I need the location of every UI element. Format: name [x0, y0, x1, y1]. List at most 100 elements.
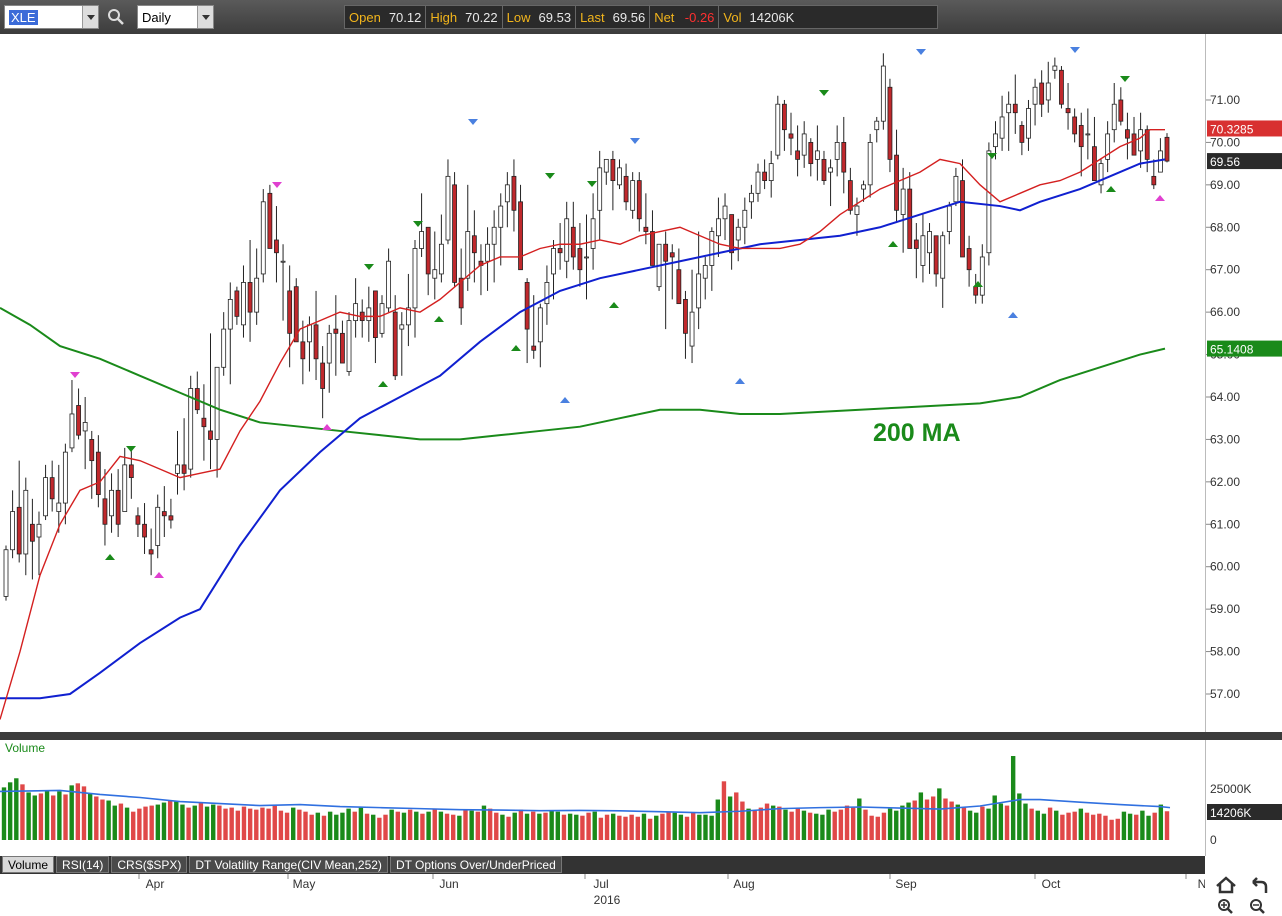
- volume-bar: [875, 816, 880, 840]
- candle: [584, 214, 589, 300]
- x-tick-label: Aug: [733, 877, 754, 891]
- indicator-tabs: Volume RSI(14) CRS($SPX) DT Volatility Rang…: [0, 856, 1205, 874]
- candle: [115, 469, 121, 538]
- candle: [841, 116, 847, 194]
- candle-body: [1045, 82, 1051, 101]
- candle-body: [3, 549, 9, 597]
- symbol-input[interactable]: XLE: [4, 5, 99, 29]
- candle-body: [716, 218, 721, 237]
- pivot-high-marker: [545, 173, 555, 179]
- volume-bar: [444, 813, 450, 840]
- volume-bar: [1041, 813, 1047, 840]
- candle-body: [518, 201, 523, 271]
- volume-bar: [383, 814, 388, 840]
- candle: [683, 290, 688, 359]
- volume-bar: [1127, 813, 1133, 840]
- date-axis[interactable]: Apr May Jun Jul Aug Sep Oct N 2016: [0, 874, 1206, 916]
- candle: [452, 172, 457, 287]
- zoom-in-icon[interactable]: [1218, 899, 1233, 914]
- candle: [940, 231, 946, 308]
- volume-bar: [857, 798, 862, 840]
- candle-body: [544, 282, 550, 305]
- volume-bar: [1164, 811, 1170, 840]
- pivot-high-marker: [819, 90, 829, 96]
- candle-body: [814, 150, 820, 160]
- pivot-low-marker: [322, 424, 332, 430]
- candle-body: [933, 235, 939, 275]
- candle: [458, 248, 464, 325]
- candle-body: [62, 451, 68, 504]
- volume-bar: [826, 809, 831, 840]
- volume-last-label: 14206K: [1210, 806, 1251, 820]
- y-tick-label: 70.00: [1210, 135, 1240, 149]
- panel-splitter[interactable]: [0, 732, 1282, 740]
- candle: [953, 167, 959, 207]
- candle: [10, 490, 15, 559]
- candle: [920, 214, 926, 283]
- volume-bar: [863, 809, 868, 840]
- candle-body: [379, 303, 385, 334]
- pivot-low-marker: [378, 381, 388, 387]
- candle-body: [109, 489, 114, 517]
- volume-bar: [1017, 793, 1022, 840]
- candle-body: [1158, 150, 1163, 173]
- volume-bar: [174, 801, 179, 840]
- candle: [768, 150, 774, 198]
- price-chart-panel[interactable]: 200 MA: [0, 34, 1205, 732]
- candle-body: [1151, 175, 1157, 186]
- volume-panel[interactable]: Volume: [0, 740, 1205, 856]
- high-value: 70.22: [465, 9, 498, 25]
- candle-body: [801, 133, 807, 156]
- net-label: Net: [654, 9, 675, 25]
- search-icon[interactable]: [106, 7, 126, 27]
- nav-corner: [1205, 856, 1282, 916]
- home-icon[interactable]: [1216, 876, 1236, 894]
- candle: [109, 473, 114, 533]
- volume-bar: [198, 802, 204, 840]
- candle-body: [148, 549, 154, 555]
- candle: [821, 150, 827, 185]
- candle: [537, 303, 543, 368]
- candle-body: [333, 328, 339, 334]
- volume-bar: [481, 805, 487, 840]
- candle-body: [946, 205, 952, 232]
- candle: [181, 418, 187, 491]
- pivot-low-marker: [973, 281, 983, 287]
- volume-bar: [247, 808, 253, 840]
- indicator-tab[interactable]: DT Volatility Range(CIV Mean,252): [189, 856, 388, 873]
- volume-bar: [475, 811, 481, 840]
- price-axis[interactable]: 57.00 58.00 59.00 60.00 61.00 62.00 63.00 64.00…: [1205, 34, 1282, 732]
- candle: [867, 133, 873, 198]
- indicator-tab[interactable]: RSI(14): [56, 856, 110, 873]
- candle: [781, 99, 787, 151]
- volume-bar: [906, 802, 911, 840]
- candle-body: [900, 188, 906, 215]
- candle-body: [373, 290, 378, 338]
- candle: [260, 189, 266, 283]
- symbol-dropdown-arrow[interactable]: [82, 6, 98, 28]
- candle-body: [1012, 103, 1018, 114]
- period-dropdown-arrow[interactable]: [197, 6, 213, 28]
- volume-last-label-bg: [1207, 804, 1282, 820]
- candle-body: [557, 248, 563, 254]
- candle-body: [287, 290, 293, 334]
- candle: [1158, 138, 1163, 173]
- indicator-tab[interactable]: Volume: [2, 856, 55, 873]
- candle: [979, 244, 985, 304]
- period-select[interactable]: Daily: [137, 5, 214, 29]
- volume-bar: [604, 814, 610, 840]
- volume-bar: [980, 806, 985, 840]
- candle-body: [1098, 163, 1104, 186]
- candle-body: [1078, 125, 1084, 148]
- pivot-low-marker: [511, 345, 521, 351]
- zoom-out-icon[interactable]: [1250, 899, 1265, 914]
- vol-label: Vol: [723, 9, 742, 25]
- y-tick-label: 59.00: [1210, 602, 1240, 616]
- pivot-high-marker: [1120, 76, 1130, 82]
- indicator-tab[interactable]: CRS($SPX): [111, 856, 188, 873]
- price-chart[interactable]: 200 MA: [0, 34, 1205, 732]
- undo-icon[interactable]: [1252, 877, 1268, 893]
- volume-bar: [930, 796, 936, 840]
- ma-200-line: [0, 307, 1166, 441]
- indicator-tab[interactable]: DT Options Over/UnderPriced: [389, 856, 562, 873]
